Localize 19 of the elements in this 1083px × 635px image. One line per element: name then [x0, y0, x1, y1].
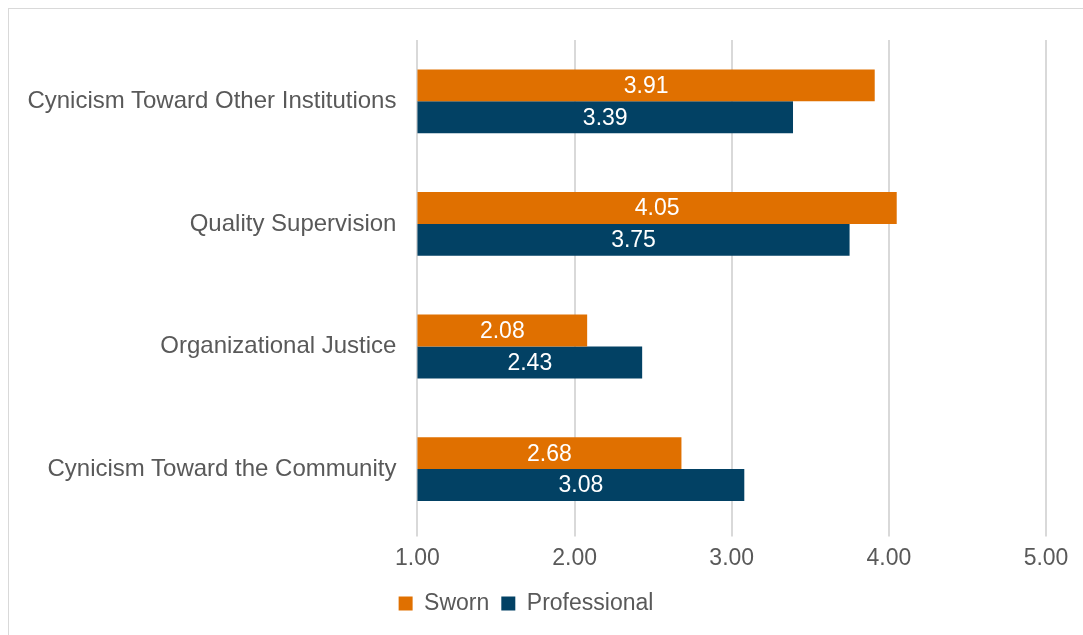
data-label: 3.75 [611, 226, 656, 253]
data-label: 3.91 [623, 71, 669, 98]
data-label: 2.08 [479, 316, 525, 343]
x-tick-label: 5.00 [1023, 543, 1069, 570]
data-label: 3.39 [582, 103, 628, 130]
y-tick-label: Organizational Justice [160, 331, 397, 359]
x-tick-label: 2.00 [552, 543, 597, 570]
data-label: 2.68 [527, 439, 572, 466]
y-tick-label: Cynicism Toward Other Institutions [27, 85, 397, 113]
data-label: 3.08 [558, 471, 604, 498]
legend-label: Sworn [424, 588, 490, 615]
x-tick-label: 1.00 [395, 543, 440, 570]
legend-label: Professional [526, 588, 654, 615]
data-label: 2.43 [507, 348, 553, 375]
x-tick-label: 4.00 [866, 543, 912, 570]
x-tick-label: 3.00 [709, 543, 755, 570]
data-label: 4.05 [634, 194, 680, 221]
y-tick-label: Cynicism Toward the Community [47, 453, 397, 481]
y-tick-label: Quality Supervision [189, 208, 397, 236]
